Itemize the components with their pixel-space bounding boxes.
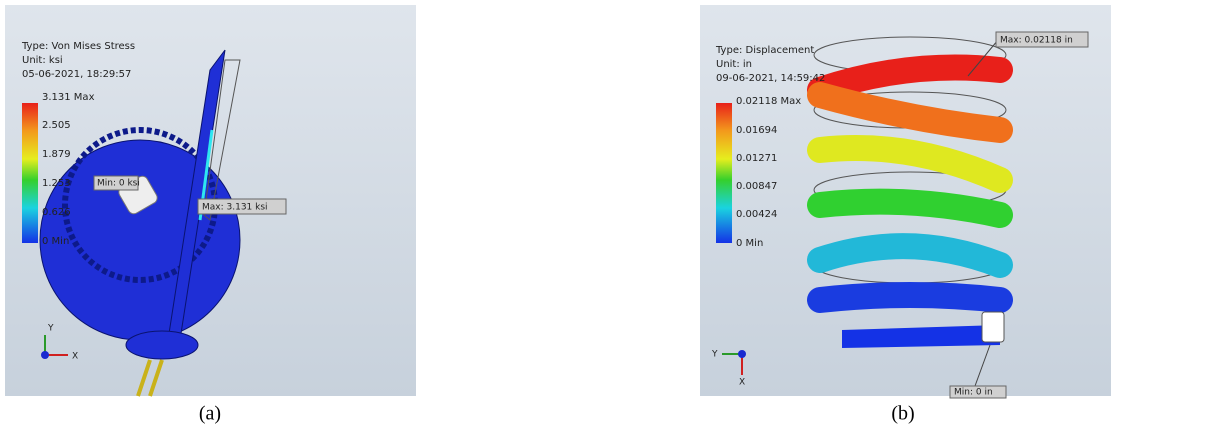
result-unit: Unit: ksi bbox=[22, 55, 63, 66]
result-type: Type: Von Mises Stress bbox=[21, 41, 135, 52]
min-label: Min: 0 ksi bbox=[97, 179, 140, 189]
legend-label: 0 Min bbox=[42, 236, 69, 247]
legend-label: 0 Min bbox=[736, 238, 763, 249]
caption: (a) bbox=[199, 403, 221, 425]
panel-a: Type: Von Mises Stress Unit: ksi 05-06-2… bbox=[5, 5, 416, 425]
result-type: Type: Displacement bbox=[715, 45, 814, 56]
plate bbox=[126, 331, 198, 359]
legend-label: 1.253 bbox=[42, 178, 71, 189]
color-scale bbox=[22, 103, 38, 243]
color-scale bbox=[716, 103, 732, 243]
legend-label: 1.879 bbox=[42, 149, 71, 160]
legend-label: 0.01694 bbox=[736, 125, 777, 136]
legend-label: 2.505 bbox=[42, 120, 71, 131]
caption: (b) bbox=[891, 403, 914, 425]
legend-label: 0.01271 bbox=[736, 153, 777, 164]
min-label: Min: 0 in bbox=[954, 388, 993, 398]
result-date: 05-06-2021, 18:29:57 bbox=[22, 69, 131, 80]
triad-x-label: X bbox=[739, 378, 745, 388]
result-date: 09-06-2021, 14:59:42 bbox=[716, 73, 825, 84]
legend-label: 0.626 bbox=[42, 207, 71, 218]
figure: Type: Von Mises Stress Unit: ksi 05-06-2… bbox=[0, 0, 1211, 434]
max-label: Max: 0.02118 in bbox=[1000, 36, 1073, 46]
legend-label: 0.02118 Max bbox=[736, 96, 801, 107]
legend-label: 3.131 Max bbox=[42, 92, 95, 103]
triad-z bbox=[41, 351, 49, 359]
max-label: Max: 3.131 ksi bbox=[202, 203, 268, 213]
coil bbox=[820, 202, 1000, 215]
legend-label: 0.00847 bbox=[736, 181, 777, 192]
coil bbox=[820, 295, 1000, 300]
triad-y-label: Y bbox=[711, 350, 718, 360]
triad-z bbox=[738, 350, 746, 358]
result-unit: Unit: in bbox=[716, 59, 752, 70]
legend-label: 0.00424 bbox=[736, 209, 777, 220]
support bbox=[982, 312, 1004, 342]
panel-b: Type: Displacement Unit: in 09-06-2021, … bbox=[700, 5, 1111, 425]
triad-x-label: X bbox=[72, 352, 78, 362]
triad-y-label: Y bbox=[47, 324, 54, 334]
